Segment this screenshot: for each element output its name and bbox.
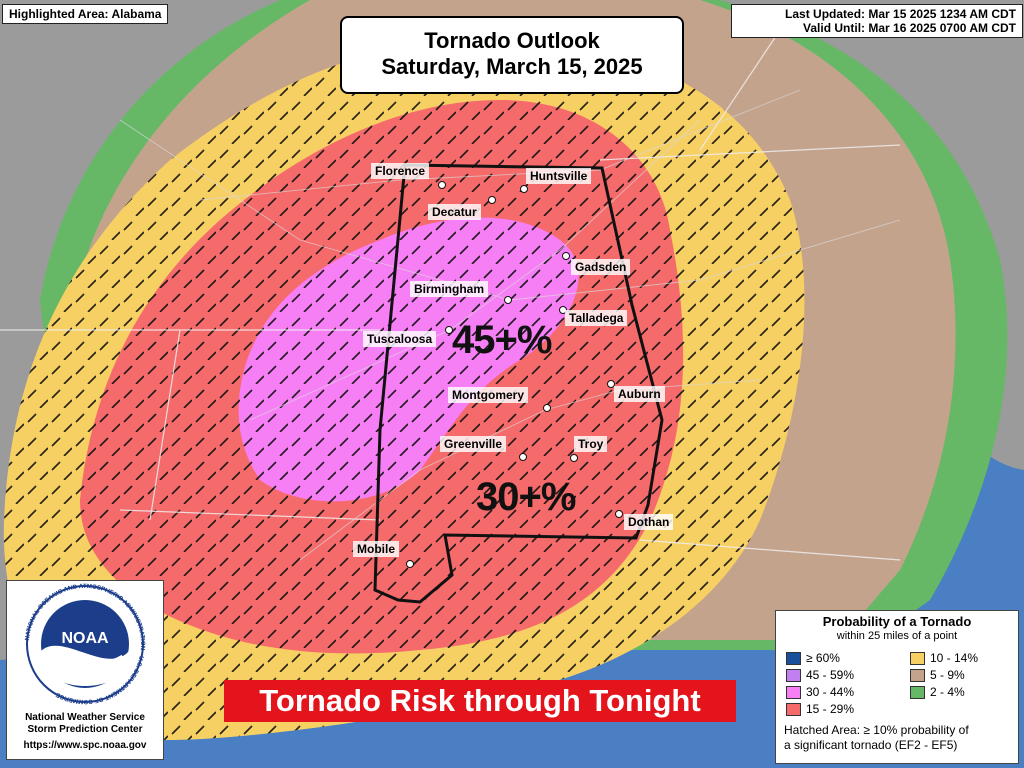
legend-item-15-29: 15 - 29% xyxy=(786,702,854,717)
noaa-logo-icon: NATIONAL OCEANIC AND ATMOSPHERIC ADMINIS… xyxy=(24,583,146,705)
legend-swatch xyxy=(910,686,925,700)
probability-legend: Probability of a Tornado within 25 miles… xyxy=(775,610,1019,764)
city-label-talladega: Talladega xyxy=(565,310,628,326)
outlook-title: Tornado Outlook xyxy=(424,28,600,53)
city-label-florence: Florence xyxy=(371,163,430,179)
legend-item-30-44: 30 - 44% xyxy=(786,685,854,700)
city-markers xyxy=(406,181,623,568)
legend-item-60-plus: ≥ 60% xyxy=(786,651,840,666)
noaa-logo-panel: NATIONAL OCEANIC AND ATMOSPHERIC ADMINIS… xyxy=(6,580,164,760)
legend-swatch xyxy=(910,669,925,683)
update-info-box: Last Updated: Mar 15 2025 1234 AM CDT Va… xyxy=(731,4,1023,38)
legend-swatch xyxy=(786,686,801,700)
tornado-risk-banner: Tornado Risk through Tonight xyxy=(224,680,736,722)
legend-item-10-14: 10 - 14% xyxy=(910,651,978,666)
city-label-huntsville: Huntsville xyxy=(526,168,592,184)
legend-title: Probability of a Tornado xyxy=(822,614,972,629)
last-updated-text: Last Updated: Mar 15 2025 1234 AM CDT xyxy=(785,7,1016,21)
city-label-birmingham: Birmingham xyxy=(410,281,489,297)
city-label-gadsden: Gadsden xyxy=(571,259,631,275)
legend-subtitle: within 25 miles of a point xyxy=(836,630,958,642)
city-label-tuscaloosa: Tuscaloosa xyxy=(363,331,437,347)
legend-item-2-4: 2 - 4% xyxy=(910,685,965,700)
city-label-dothan: Dothan xyxy=(624,514,674,530)
highlighted-area-label: Highlighted Area: Alabama xyxy=(2,4,169,24)
legend-item-45-59: 45 - 59% xyxy=(786,668,854,683)
alabama-state-outline xyxy=(373,163,664,604)
valid-until-text: Valid Until: Mar 16 2025 0700 AM CDT xyxy=(803,21,1016,35)
city-label-greenville: Greenville xyxy=(440,436,507,452)
city-label-montgomery: Montgomery xyxy=(448,387,528,403)
city-label-auburn: Auburn xyxy=(614,386,665,402)
legend-swatch xyxy=(786,652,801,666)
outlook-date: Saturday, March 15, 2025 xyxy=(381,54,643,79)
state-borders xyxy=(0,29,901,561)
risk-label-30-percent: 30+% xyxy=(476,475,576,519)
nws-org-name: National Weather Service xyxy=(25,712,145,723)
outlook-title-box: Tornado Outlook Saturday, March 15, 2025 xyxy=(340,16,684,94)
noaa-wordmark: NOAA xyxy=(61,630,109,647)
city-label-decatur: Decatur xyxy=(428,204,481,220)
spc-org-name: Storm Prediction Center xyxy=(27,724,143,735)
risk-label-45-percent: 45+% xyxy=(452,318,552,362)
legend-item-5-9: 5 - 9% xyxy=(910,668,965,683)
legend-swatch xyxy=(910,652,925,666)
legend-swatch xyxy=(786,703,801,717)
legend-swatch xyxy=(786,669,801,683)
legend-hatch-note: Hatched Area: ≥ 10% probability of a sig… xyxy=(784,723,969,752)
spc-url: https://www.spc.noaa.gov xyxy=(23,740,147,751)
city-label-mobile: Mobile xyxy=(353,541,399,557)
significant-tornado-hatch xyxy=(3,40,805,740)
city-label-troy: Troy xyxy=(574,436,608,452)
